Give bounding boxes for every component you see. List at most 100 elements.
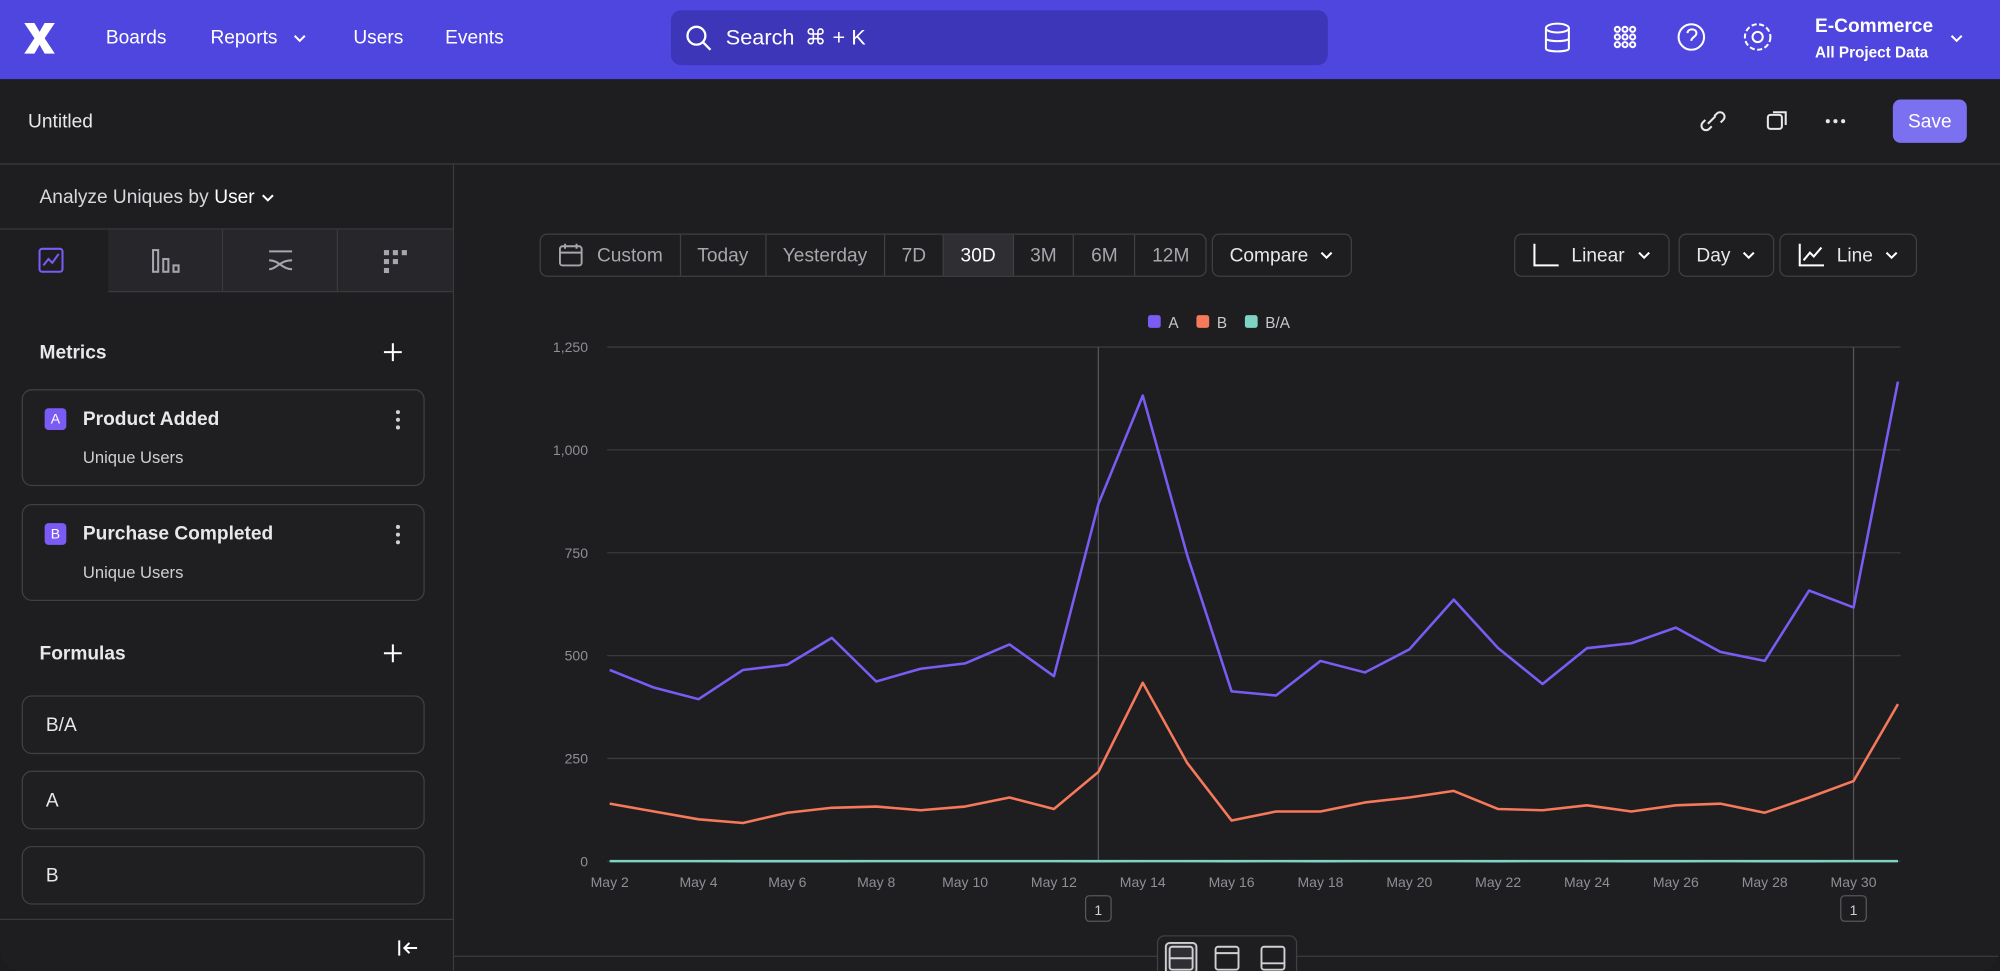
save-button[interactable]: Save	[1892, 99, 1967, 143]
project-sub: All Project Data	[1815, 43, 1929, 62]
top-nav: Boards Reports Users Events Search ⌘ + K…	[0, 0, 2000, 80]
add-metric[interactable]	[383, 342, 403, 362]
x-tick-label: May 26	[1653, 874, 1699, 890]
series-line	[609, 381, 1900, 701]
chevron	[1950, 35, 1963, 43]
line-icon	[1798, 243, 1824, 267]
search-placeholder: Search	[725, 25, 795, 50]
chevron	[1320, 251, 1332, 260]
y-tick-label: 250	[565, 751, 589, 767]
chart-type-button[interactable]: Line	[1779, 233, 1918, 277]
formula-text: B	[45, 865, 59, 887]
add-formula[interactable]	[383, 643, 403, 663]
search-box[interactable]: Search ⌘ + K	[670, 10, 1328, 66]
formula-card[interactable]: B	[21, 845, 425, 905]
layout-switch[interactable]	[1156, 935, 1298, 971]
interval-label: Day	[1696, 244, 1731, 267]
section-title: Formulas	[39, 643, 126, 665]
nav-item[interactable]: Boards	[105, 26, 167, 49]
y-tick-label: 1,250	[553, 339, 588, 355]
metric-sub: Unique Users	[82, 447, 184, 467]
report-header: Untitled Save	[0, 79, 2000, 165]
formula-text: B/A	[45, 714, 77, 737]
compare-label: Compare	[1229, 244, 1309, 267]
x-tick-label: May 24	[1564, 874, 1610, 890]
y-tick-label: 750	[565, 545, 589, 561]
metric-card[interactable]: B Purchase Completed Unique Users	[21, 504, 425, 601]
x-tick-label: May 22	[1475, 874, 1521, 890]
range-button[interactable]: Today	[681, 234, 767, 276]
nav-item[interactable]: Reports	[210, 26, 278, 49]
metric-name: Product Added	[82, 408, 220, 430]
nav-item[interactable]: Events	[445, 26, 504, 49]
range-label: 12M	[1152, 244, 1190, 267]
metric-sub: Unique Users	[82, 562, 184, 582]
range-label: 3M	[1030, 244, 1057, 267]
logo[interactable]	[22, 20, 58, 56]
metric-menu[interactable]	[393, 408, 403, 431]
range-button[interactable]: Yesterday	[766, 234, 886, 276]
range-button[interactable]: 7D	[885, 234, 944, 276]
analyze-value[interactable]: User	[214, 186, 255, 208]
collapse-button[interactable]	[397, 938, 420, 958]
x-tick-label: May 4	[679, 874, 717, 890]
metric-letter: B	[44, 523, 67, 545]
header-icons[interactable]	[1696, 105, 1862, 138]
legend-swatch	[1244, 315, 1258, 328]
legend-label: A	[1168, 315, 1179, 332]
sidebar: Analyze Uniques by User Metrics A Produc…	[0, 164, 455, 971]
nav-icons[interactable]	[1537, 18, 1792, 61]
search-icon	[686, 25, 712, 51]
range-label: Today	[697, 244, 749, 267]
report-title[interactable]: Untitled	[28, 111, 93, 133]
tab-flows[interactable]	[223, 229, 339, 293]
metric-letter: A	[44, 408, 67, 430]
annotation-label: 1	[1850, 902, 1858, 918]
annotation-label: 1	[1094, 902, 1102, 918]
scale-button[interactable]: Linear	[1514, 233, 1670, 277]
range-label: 30D	[960, 244, 996, 267]
metric-menu[interactable]	[393, 523, 403, 546]
interval-button[interactable]: Day	[1678, 233, 1774, 277]
divider	[0, 918, 453, 920]
annotation-badge	[1840, 895, 1867, 922]
range-button[interactable]: 3M	[1014, 234, 1075, 276]
chevron	[1886, 251, 1898, 260]
x-tick-label: May 18	[1297, 874, 1343, 890]
tab-grid[interactable]	[338, 229, 453, 293]
legend-swatch	[1147, 315, 1161, 328]
x-tick-label: May 28	[1742, 874, 1788, 890]
divider	[0, 228, 453, 230]
tab-insights[interactable]	[0, 229, 110, 291]
compare-button[interactable]: Compare	[1211, 233, 1352, 277]
chevron	[262, 194, 274, 202]
metric-name: Purchase Completed	[82, 523, 274, 545]
calendar-icon	[558, 243, 583, 267]
x-tick-label: May 12	[1031, 874, 1077, 890]
chart-type-label: Line	[1836, 244, 1873, 267]
formula-text: A	[45, 789, 59, 812]
x-tick-label: May 14	[1120, 874, 1166, 890]
project-name[interactable]: E-Commerce	[1815, 15, 1934, 38]
analyze-label: Analyze Uniques by	[39, 186, 209, 208]
legend-label: B	[1217, 315, 1227, 332]
tab-bars[interactable]	[108, 229, 224, 293]
range-button[interactable]: 6M	[1075, 234, 1136, 276]
chevron	[1742, 251, 1755, 260]
formula-card[interactable]: B/A	[21, 695, 425, 755]
metric-card[interactable]: A Product Added Unique Users	[21, 389, 425, 487]
formula-card[interactable]: A	[21, 770, 425, 830]
x-tick-label: May 2	[591, 874, 629, 890]
range-button[interactable]: 30D	[943, 234, 1014, 276]
range-button[interactable]: Custom	[541, 234, 681, 276]
date-range-group: Custom Today Yesterday 7D 30D 3M 6M 12M	[539, 233, 1208, 277]
y-tick-label: 0	[580, 853, 588, 869]
x-tick-label: May 16	[1209, 874, 1255, 890]
y-tick-label: 1,000	[553, 442, 588, 458]
range-label: Yesterday	[782, 244, 868, 267]
range-button[interactable]: 12M	[1136, 235, 1206, 276]
x-tick-label: May 6	[768, 874, 806, 890]
nav-item[interactable]: Users	[353, 26, 404, 49]
